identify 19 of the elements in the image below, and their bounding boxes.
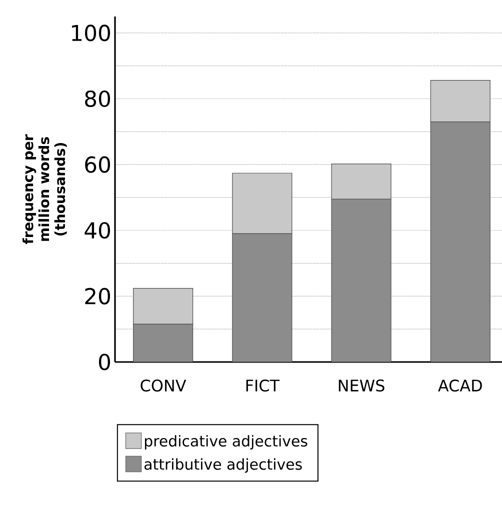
legend-label: attributive adjectives — [144, 458, 302, 473]
y-tick-label: 40 — [84, 222, 110, 239]
bar — [331, 164, 392, 200]
bar — [331, 198, 392, 362]
x-tick-label: NEWS — [338, 380, 384, 392]
x-tick-label: ACAD — [438, 380, 482, 392]
y-tick-label: 100 — [72, 24, 110, 42]
y-tick-label: 0 — [98, 354, 110, 370]
bar — [133, 324, 194, 362]
bar — [232, 233, 292, 362]
legend-label: predicative adjectives — [144, 435, 308, 450]
bar — [232, 172, 292, 234]
y-tick-label: 20 — [85, 288, 110, 304]
x-tick-label: FICT — [246, 380, 280, 392]
y-tick-label: 60 — [85, 156, 110, 173]
x-tick-label: CONV — [140, 380, 186, 392]
bar — [430, 121, 490, 362]
y-axis-title: frequency per million words (thousands) — [22, 134, 67, 244]
y-tick-label: 80 — [85, 90, 110, 108]
